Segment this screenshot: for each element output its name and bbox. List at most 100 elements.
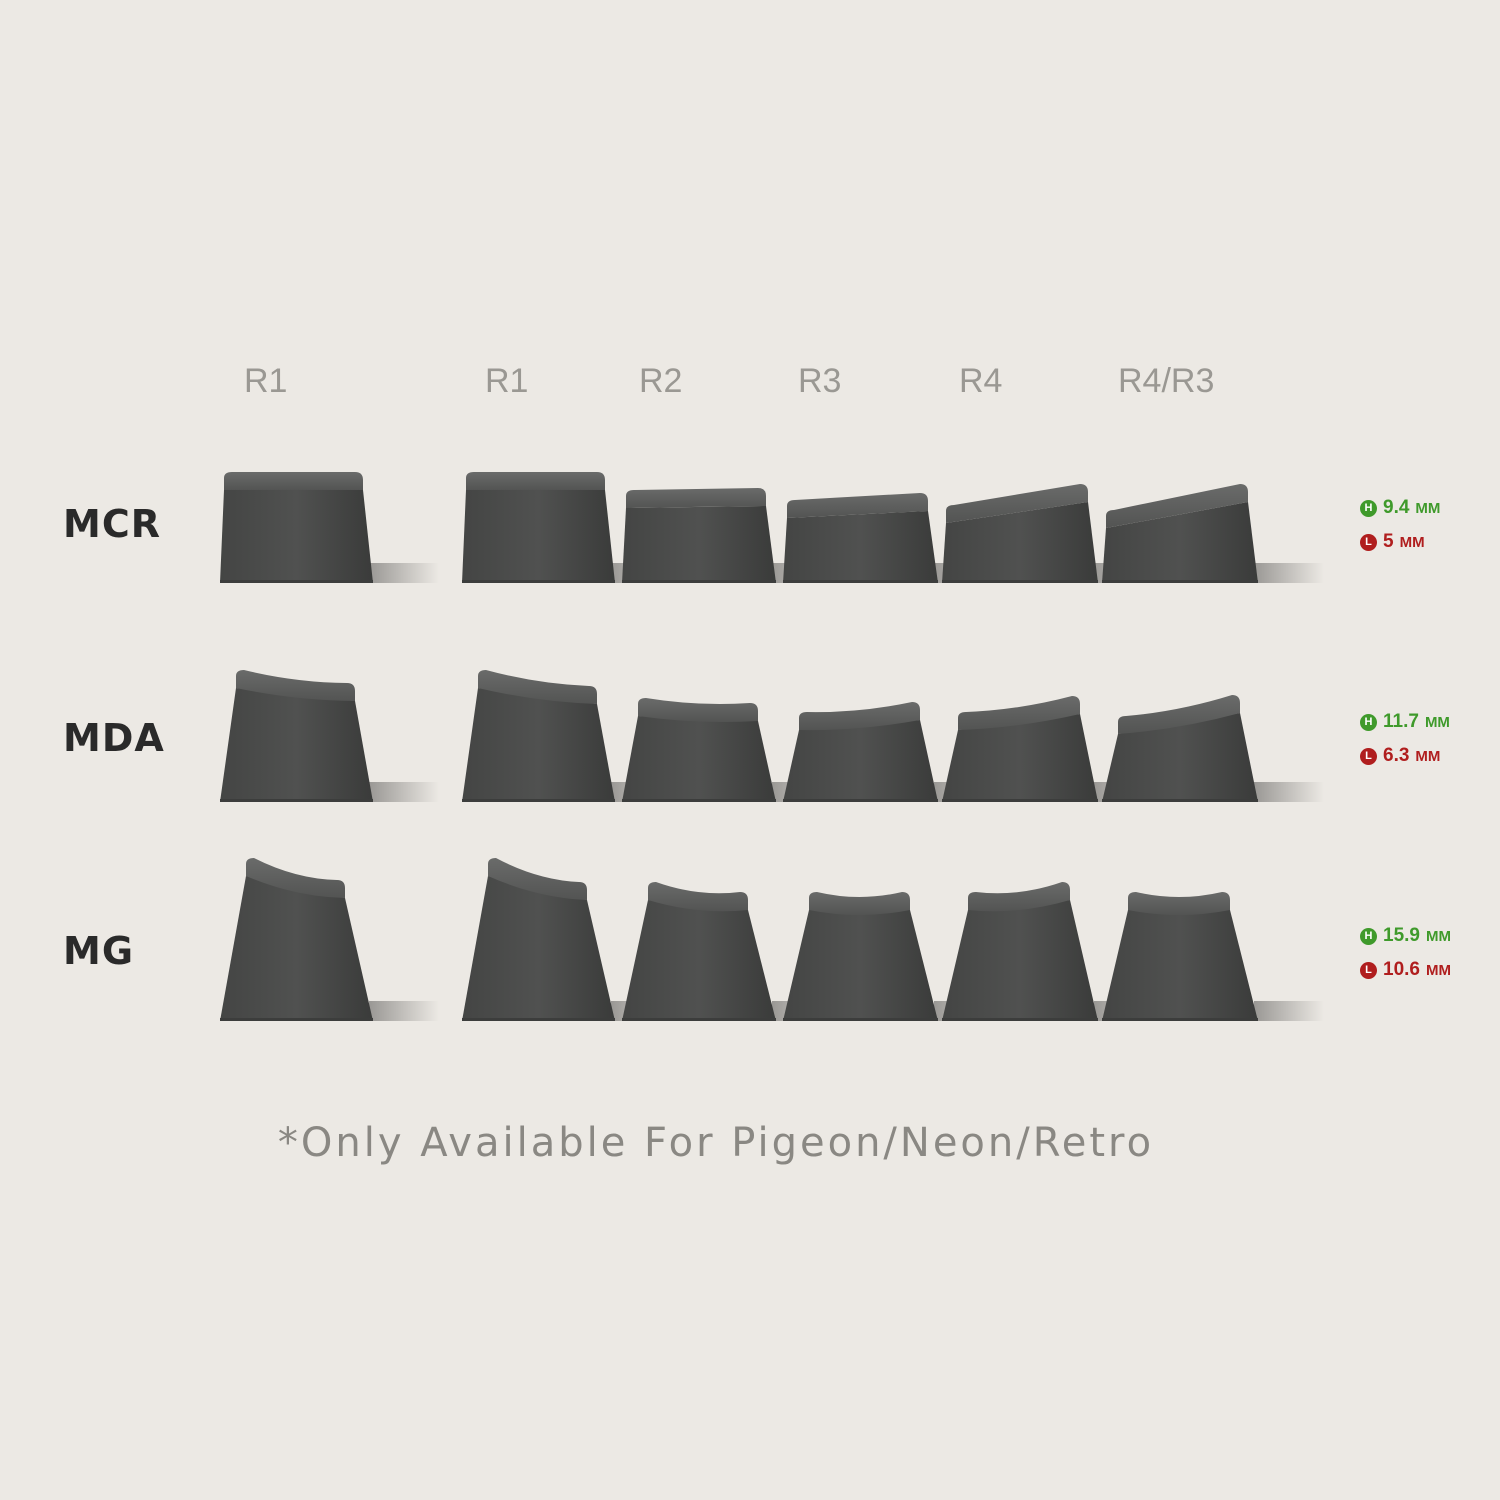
profile-label-mcr: MCR	[63, 502, 161, 546]
mcr-height-value: 9.4	[1383, 497, 1410, 518]
keycap-mg-3	[783, 892, 1004, 1021]
keycap-shadow	[369, 563, 439, 583]
keycap-body	[1102, 713, 1258, 802]
keycap-body	[220, 490, 373, 583]
keycap-mcr-4	[942, 484, 1164, 583]
keycap-base	[783, 1018, 938, 1021]
keycap-body	[462, 688, 615, 802]
keycap-body	[622, 900, 776, 1021]
keycap-mda-0	[220, 670, 439, 802]
row-header-r1: R1	[485, 362, 529, 400]
keycap-shadow	[1254, 563, 1324, 583]
keycap-base	[220, 1018, 373, 1021]
keycap-top	[799, 702, 920, 731]
mda-length-unit: MM	[1415, 747, 1441, 765]
mg-length-spec: L 10.6 MM	[1360, 959, 1451, 981]
keycap-top	[246, 858, 345, 898]
keycap-base	[462, 799, 615, 802]
mg-length-value: 10.6	[1383, 959, 1420, 980]
keycap-base	[220, 580, 373, 583]
keycap-mcr-0	[220, 472, 439, 583]
keycap-base	[220, 799, 373, 802]
keycap-top	[958, 696, 1080, 730]
mg-height-value: 15.9	[1383, 925, 1420, 946]
keycap-body	[1102, 910, 1258, 1021]
keycap-shadow	[369, 1001, 439, 1021]
keycap-body	[942, 502, 1098, 583]
row-header-r3: R3	[798, 362, 842, 400]
keycap-base	[622, 799, 776, 802]
keycap-mg-0	[220, 858, 439, 1021]
row-header-r1-single: R1	[244, 362, 288, 400]
keycap-top	[648, 882, 748, 912]
height-badge-icon: H	[1360, 499, 1377, 517]
keycap-top	[466, 472, 605, 490]
keycap-top	[787, 493, 928, 518]
mda-length-spec: L 6.3 MM	[1360, 745, 1440, 767]
keycap-shadow	[369, 782, 439, 802]
keycap-body	[220, 688, 373, 802]
availability-footnote: *Only Available For Pigeon/Neon/Retro	[277, 1120, 1155, 1166]
keycap-top	[968, 882, 1070, 912]
keycap-illustration	[220, 472, 1324, 1021]
mda-height-value: 11.7	[1383, 711, 1419, 732]
keycap-body	[622, 506, 776, 583]
keycap-top	[946, 484, 1088, 523]
row-header-r2: R2	[639, 362, 683, 400]
mcr-height-unit: MM	[1415, 499, 1441, 517]
keycap-base	[1102, 799, 1258, 802]
row-header-r4-r3: R4/R3	[1118, 362, 1215, 400]
length-badge-icon: L	[1360, 747, 1377, 765]
keycap-base	[783, 799, 938, 802]
length-badge-icon: L	[1360, 961, 1377, 979]
keycap-body	[783, 720, 938, 802]
keycap-top	[1128, 892, 1230, 915]
keycap-top	[1106, 484, 1248, 528]
keycap-mda-5	[1102, 695, 1324, 802]
keycap-mg-1	[462, 858, 681, 1021]
keycap-mcr-5	[1102, 484, 1324, 583]
keycap-shadow	[1254, 782, 1324, 802]
keycap-body	[942, 900, 1098, 1021]
keycap-base	[942, 1018, 1098, 1021]
keycap-base	[462, 580, 615, 583]
mda-height-spec: H 11.7 MM	[1360, 711, 1450, 733]
mcr-height-spec: H 9.4 MM	[1360, 497, 1440, 519]
mcr-length-unit: MM	[1399, 533, 1425, 551]
keycap-base	[622, 580, 776, 583]
keycap-body	[220, 876, 373, 1021]
keycap-base	[783, 580, 938, 583]
keycap-base	[1102, 1018, 1258, 1021]
keycap-top	[809, 892, 910, 915]
keycap-body	[622, 716, 776, 802]
keycap-top	[478, 670, 597, 704]
profile-label-mg: MG	[63, 929, 135, 973]
keycap-body	[783, 511, 938, 583]
keycap-body	[462, 490, 615, 583]
keycap-top	[626, 488, 766, 508]
keycap-top	[224, 472, 363, 490]
keycap-top	[1118, 695, 1240, 734]
row-header-r4: R4	[959, 362, 1003, 400]
mda-height-unit: MM	[1424, 713, 1450, 731]
keycap-mcr-1	[462, 472, 681, 583]
mcr-length-value: 5	[1383, 531, 1394, 552]
mg-height-unit: MM	[1425, 927, 1451, 945]
height-badge-icon: H	[1360, 713, 1377, 731]
keycap-mg-2	[622, 882, 842, 1021]
mg-height-spec: H 15.9 MM	[1360, 925, 1451, 947]
mcr-length-spec: L 5 MM	[1360, 531, 1425, 553]
keycap-top	[488, 858, 587, 900]
keycap-mda-2	[622, 698, 842, 802]
keycap-shadow	[1254, 1001, 1324, 1021]
keycap-base	[942, 799, 1098, 802]
keycap-mg-5	[1102, 892, 1324, 1021]
keycap-base	[1102, 580, 1258, 583]
mda-length-value: 6.3	[1383, 745, 1410, 766]
keycap-body	[462, 876, 615, 1021]
keycap-top	[638, 698, 758, 723]
keycap-body	[942, 714, 1098, 802]
keycap-base	[942, 580, 1098, 583]
keycap-top	[236, 670, 355, 701]
length-badge-icon: L	[1360, 533, 1377, 551]
